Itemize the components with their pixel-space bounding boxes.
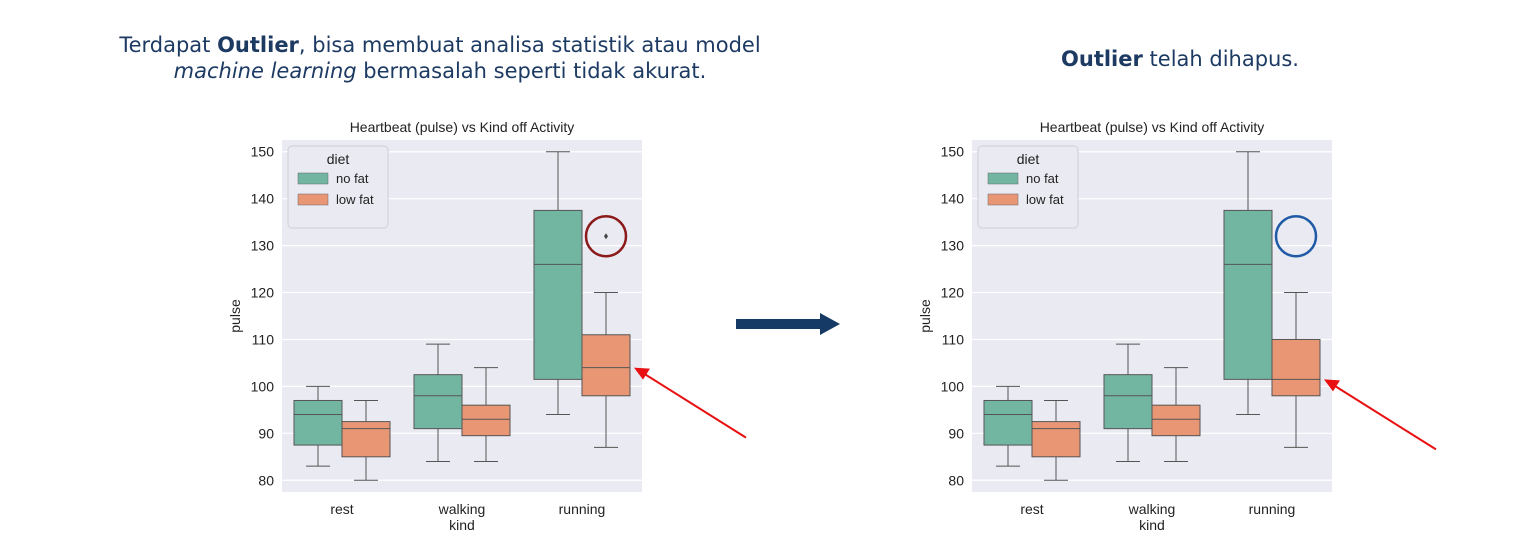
boxplot-chart-before: 80 90 100 110 120 130 140 150 rest walking running… [227,119,747,533]
y-tick-label: 100 [251,378,275,394]
boxplot-chart-after: 80 90 100 110 120 130 140 150 rest walking running… [917,119,1437,533]
pointer-arrow-head [634,367,650,380]
outlier-highlight-circle [584,214,628,258]
y-tick-label: 80 [948,472,964,488]
y-tick-label: 150 [251,144,275,160]
legend-box [287,145,389,229]
right-arrow-icon [736,313,840,335]
y-tick-label: 120 [251,285,275,301]
box-rect [1151,404,1201,437]
box-rect [341,421,391,458]
box-rect [1271,338,1321,397]
outlier-highlight-circle [1274,214,1318,258]
legend-label: no fat [1026,171,1059,186]
legend-label: low fat [1026,192,1064,207]
box-rect [1223,209,1273,380]
legend: diet no fat low fat [287,145,389,229]
y-axis-label: pulse [917,299,933,333]
box-rect [293,399,343,446]
box-rect [533,209,583,380]
y-tick-label: 140 [251,191,275,207]
x-tick-label: rest [330,501,353,517]
y-tick-label: 110 [942,331,965,347]
y-tick-label: 130 [251,238,275,254]
caption-after: Outlier telah dihapus. [930,46,1430,72]
x-tick-label: running [559,501,606,517]
box-low-fat-rest [341,399,391,481]
x-tick-label: rest [1020,501,1043,517]
box-no-fat-running [1223,151,1273,416]
box-low-fat-walking [1151,367,1201,462]
legend-label: no fat [336,171,369,186]
y-tick-label: 100 [941,378,965,394]
y-tick-label: 80 [258,472,274,488]
caption-text: , bisa membuat analisa statistik atau mo… [298,33,761,57]
legend-swatch [297,172,329,185]
box-no-fat-rest [983,385,1033,467]
pointer-arrow-head [1324,379,1340,392]
box-no-fat-rest [293,385,343,467]
box-low-fat-walking [461,367,511,462]
caption-before: Terdapat Outlier, bisa membuat analisa s… [40,32,840,84]
box-rect [983,399,1033,446]
outlier-point [604,233,608,240]
pointer-arrow-line [1333,384,1437,451]
x-tick-label: walking [1128,501,1176,517]
legend-title: diet [1017,151,1040,167]
x-axis-label: kind [1139,517,1165,533]
pointer-arrow-line [643,372,747,439]
legend-swatch [987,172,1019,185]
x-tick-label: running [1249,501,1296,517]
caption-text: Terdapat [119,33,218,57]
box-no-fat-walking [1103,343,1153,462]
x-tick-label: walking [438,501,486,517]
legend: diet no fat low fat [977,145,1079,229]
box-rect [1031,421,1081,458]
caption-text: bermasalah seperti tidak akurat. [356,59,707,83]
chart-title: Heartbeat (pulse) vs Kind off Activity [1040,119,1265,135]
y-tick-label: 110 [252,331,275,347]
box-no-fat-walking [413,343,463,462]
caption-bold: Outlier [217,33,299,57]
y-tick-label: 120 [941,285,965,301]
box-low-fat-running [581,233,631,448]
legend-label: low fat [336,192,374,207]
legend-swatch [987,193,1019,206]
box-rect [461,404,511,437]
x-axis-label: kind [449,517,475,533]
box-low-fat-running [1271,292,1321,448]
box-no-fat-running [533,151,583,416]
legend-swatch [297,193,329,206]
legend-box [977,145,1079,229]
caption-italic: machine learning [173,59,357,83]
chart-title: Heartbeat (pulse) vs Kind off Activity [350,119,575,135]
caption-text: telah dihapus. [1142,47,1299,71]
y-tick-label: 140 [941,191,965,207]
box-low-fat-rest [1031,399,1081,481]
y-tick-label: 90 [258,425,274,441]
box-rect [581,334,631,397]
box-rect [1103,374,1153,430]
box-rect [413,374,463,430]
y-tick-label: 130 [941,238,965,254]
y-tick-label: 150 [941,144,965,160]
y-tick-label: 90 [948,425,964,441]
legend-title: diet [327,151,350,167]
y-axis-label: pulse [227,299,243,333]
caption-bold: Outlier [1061,47,1143,71]
